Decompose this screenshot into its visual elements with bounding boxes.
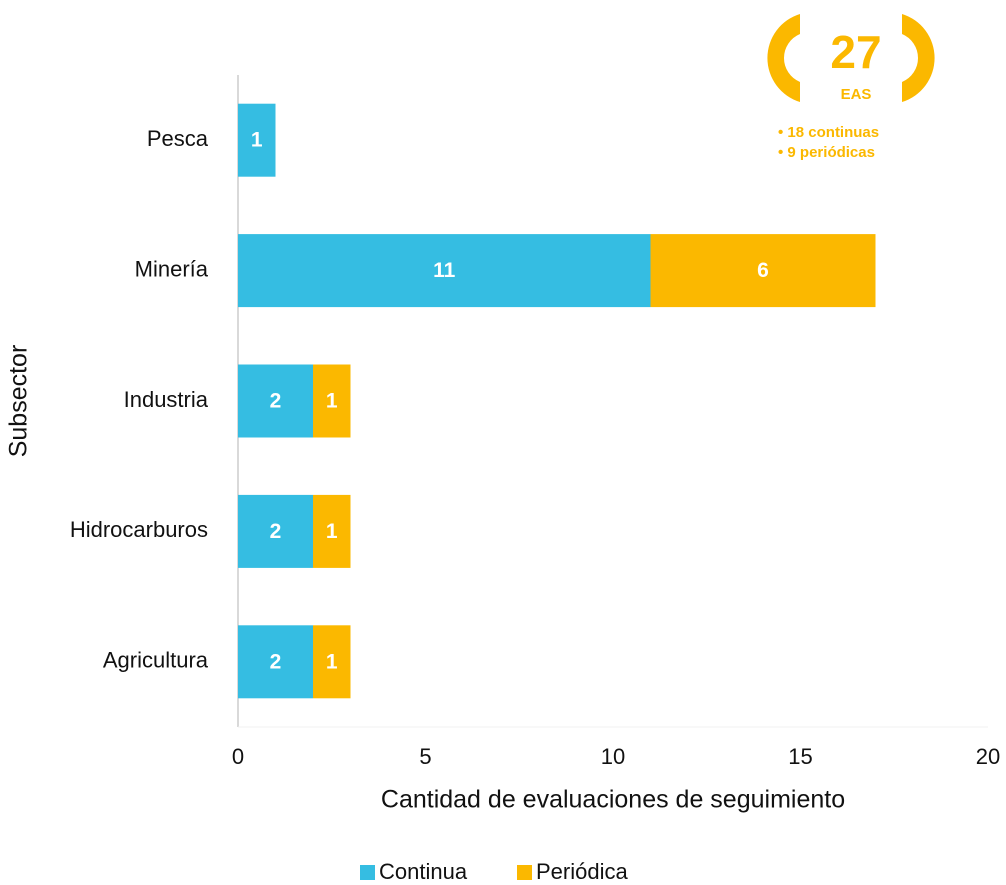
bracket-right bbox=[902, 14, 935, 102]
legend-swatch bbox=[517, 865, 532, 880]
annotation-item: • 9 periódicas bbox=[778, 144, 875, 161]
y-tick-label: Minería bbox=[135, 256, 209, 281]
legend-swatch bbox=[360, 865, 375, 880]
y-tick-label: Pesca bbox=[147, 126, 209, 151]
bar-segment bbox=[238, 103, 276, 177]
data-label: 6 bbox=[757, 259, 769, 282]
y-axis-label: Subsector bbox=[5, 345, 33, 458]
legend-label: Periódica bbox=[536, 859, 628, 884]
legend-label: Continua bbox=[379, 859, 468, 884]
bar-segment bbox=[238, 364, 313, 438]
annotation-unit: EAS bbox=[841, 86, 872, 103]
annotation-item: • 18 continuas bbox=[778, 124, 879, 141]
data-label: 1 bbox=[326, 390, 338, 413]
data-label: 11 bbox=[433, 259, 456, 282]
data-label: 1 bbox=[251, 129, 263, 152]
bar-segment bbox=[238, 234, 651, 308]
x-tick-label: 15 bbox=[788, 744, 812, 769]
data-label: 2 bbox=[270, 390, 282, 413]
x-axis-label: Cantidad de evaluaciones de seguimiento bbox=[381, 786, 845, 814]
data-label: 2 bbox=[270, 520, 282, 543]
bar-segment bbox=[650, 234, 876, 308]
bar-segment bbox=[313, 364, 351, 438]
x-tick-label: 5 bbox=[419, 744, 431, 769]
bar-segment bbox=[238, 625, 313, 699]
annotation-badge: 27 EAS • 18 continuas • 9 periódicas bbox=[767, 14, 935, 161]
annotation-total: 27 bbox=[830, 26, 881, 78]
y-tick-label: Agricultura bbox=[103, 648, 209, 673]
x-tick-label: 10 bbox=[601, 744, 625, 769]
data-label: 1 bbox=[326, 650, 338, 673]
bracket-left bbox=[767, 14, 800, 102]
bar-segment bbox=[238, 494, 313, 568]
data-label: 1 bbox=[326, 520, 338, 543]
x-tick-label: 20 bbox=[976, 744, 1000, 769]
bar-segment bbox=[313, 625, 351, 699]
y-tick-label: Hidrocarburos bbox=[70, 517, 208, 542]
x-tick-label: 0 bbox=[232, 744, 244, 769]
bar-segment bbox=[313, 494, 351, 568]
y-tick-label: Industria bbox=[124, 387, 209, 412]
data-label: 2 bbox=[270, 650, 282, 673]
